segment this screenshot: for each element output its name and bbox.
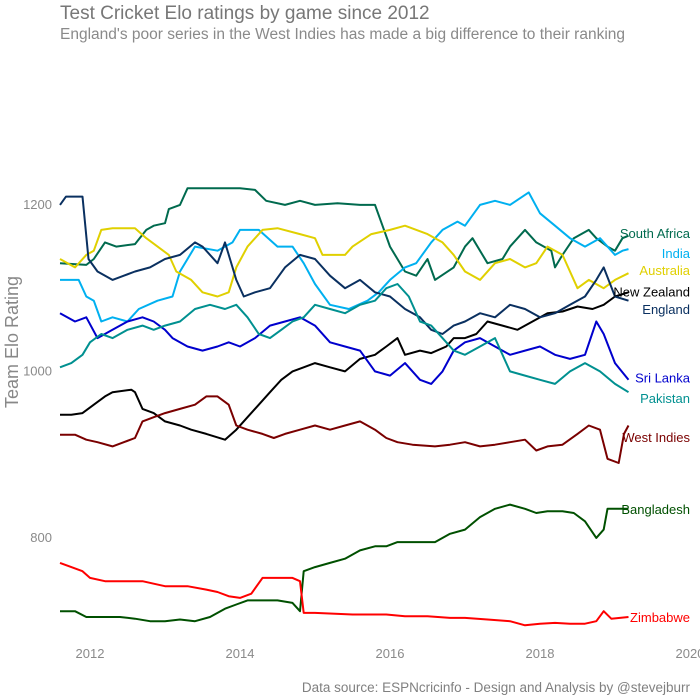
- x-axis-ticks: 2012 2014 2016 2018 2020: [76, 646, 700, 661]
- series-label-bangladesh: Bangladesh: [621, 502, 690, 517]
- series-label-sri-lanka: Sri Lanka: [635, 370, 691, 385]
- series-label-pakistan: Pakistan: [640, 391, 690, 406]
- y-axis-ticks: 800 1000 1200: [23, 197, 52, 545]
- series-label-west-indies: West Indies: [622, 430, 690, 445]
- series-label-india: India: [662, 246, 691, 261]
- plot-area: [59, 187, 630, 627]
- series-line-west-indies: [60, 395, 630, 464]
- y-tick-label: 1200: [23, 197, 52, 212]
- chart-title: Test Cricket Elo ratings by game since 2…: [60, 3, 430, 24]
- y-axis-label: Team Elo Rating: [2, 276, 22, 408]
- series-label-england: England: [642, 302, 690, 317]
- chart-caption: Data source: ESPNcricinfo - Design and A…: [301, 680, 690, 695]
- series-labels: South Africa India Australia New Zealand Eng…: [613, 226, 690, 625]
- series-line-new-zealand: [60, 291, 629, 441]
- series-line-india: [60, 191, 629, 323]
- series-line-zimbabwe: [59, 561, 629, 627]
- series-label-australia: Australia: [639, 263, 690, 278]
- series-line-south-africa: [59, 187, 629, 281]
- series-line-sri-lanka: [59, 312, 630, 385]
- x-tick-label: 2016: [376, 646, 405, 661]
- series-line-australia: [59, 224, 629, 298]
- x-tick-label: 2012: [76, 646, 105, 661]
- x-tick-label: 2018: [526, 646, 555, 661]
- chart-subtitle: England's poor series in the West Indies…: [60, 26, 626, 43]
- series-label-zimbabwe: Zimbabwe: [630, 610, 690, 625]
- series-label-south-africa: South Africa: [620, 226, 691, 241]
- series-line-pakistan: [59, 283, 630, 394]
- x-tick-label: 2020: [676, 646, 700, 661]
- y-tick-label: 800: [30, 530, 52, 545]
- series-line-bangladesh: [60, 503, 629, 623]
- series-line-england: [59, 195, 629, 335]
- series-label-new-zealand: New Zealand: [613, 285, 690, 300]
- y-tick-label: 1000: [23, 363, 52, 378]
- x-tick-label: 2014: [226, 646, 255, 661]
